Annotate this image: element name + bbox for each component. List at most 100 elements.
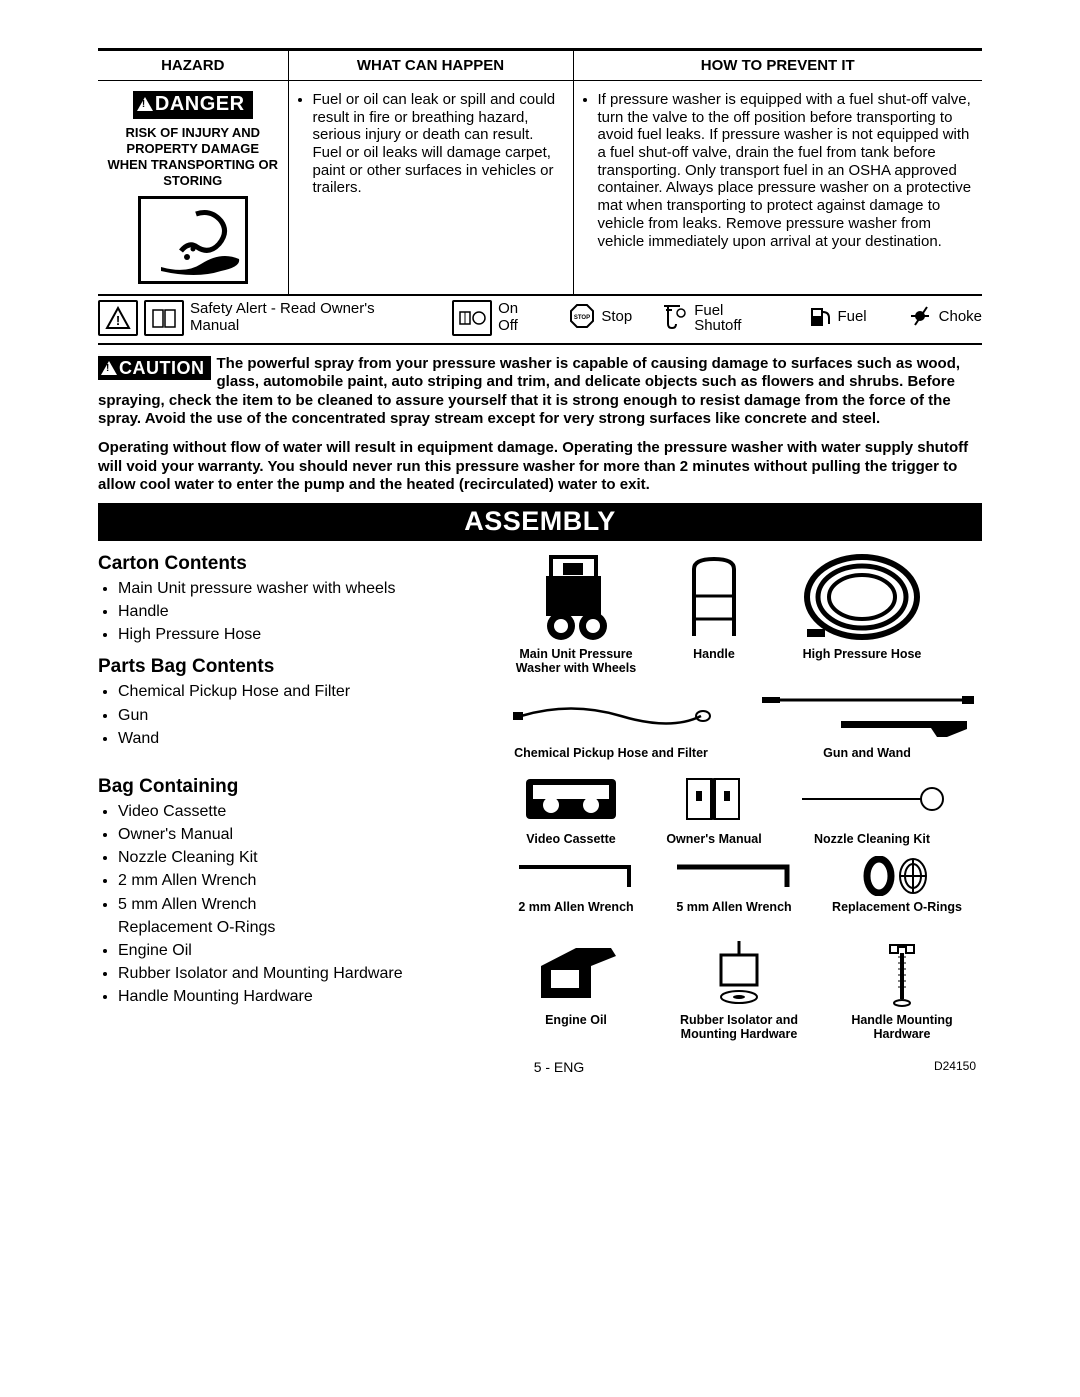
fuel-label: Fuel <box>837 309 866 326</box>
part-isolator: Rubber Isolator and Mounting Hardware <box>664 937 814 1042</box>
part-label: 5 mm Allen Wrench <box>676 900 791 914</box>
part-oil: Engine Oil <box>506 937 646 1042</box>
hazard-table: HAZARD WHAT CAN HAPPEN HOW TO PREVENT IT… <box>98 48 982 296</box>
list-item: Wand <box>118 727 498 750</box>
alert-triangle-icon: ! <box>98 300 138 336</box>
hose-icon <box>797 551 927 643</box>
list-item: 2 mm Allen Wrench <box>118 869 498 892</box>
fuelshutoff-label: FuelShutoff <box>694 303 741 333</box>
bag-section: Bag Containing Video Cassette Owner's Ma… <box>98 770 982 1042</box>
part-label: Handle <box>693 647 735 661</box>
caution-paragraph: CAUTION The powerful spray from your pre… <box>98 355 982 429</box>
part-label: Owner's Manual <box>666 832 761 846</box>
carton-heading: Carton Contents <box>98 553 498 575</box>
stop-label: Stop <box>601 309 632 326</box>
part-label: Main Unit Pressure Washer with Wheels <box>506 647 646 676</box>
handle-hardware-icon <box>872 937 932 1009</box>
part-chem: Chemical Pickup Hose and Filter <box>506 690 716 760</box>
list-item: Nozzle Cleaning Kit <box>118 846 498 869</box>
caution-text: The powerful spray from your pressure wa… <box>98 355 960 428</box>
list-item: High Pressure Hose <box>118 623 498 646</box>
what-text: Fuel or oil can leak or spill and could … <box>313 91 565 197</box>
list-item: Main Unit pressure washer with wheels <box>118 577 498 600</box>
nozzle-kit-icon <box>797 784 947 814</box>
chemical-hose-icon <box>511 696 711 736</box>
carton-section: Carton Contents Main Unit pressure washe… <box>98 547 982 760</box>
list-item: Handle <box>118 600 498 623</box>
list-item: Rubber Isolator and Mounting Hardware <box>118 962 498 985</box>
part-label: Engine Oil <box>545 1013 607 1027</box>
fuel-shutoff-icon <box>662 302 688 334</box>
manual-page: HAZARD WHAT CAN HAPPEN HOW TO PREVENT IT… <box>0 0 1080 1105</box>
part-allen5: 5 mm Allen Wrench <box>664 856 804 914</box>
onoff-label: On Off <box>498 301 539 334</box>
part-video: Video Cassette <box>506 770 636 846</box>
video-cassette-icon <box>521 771 621 826</box>
part-label: Replacement O-Rings <box>832 900 962 914</box>
what-header: WHAT CAN HAPPEN <box>288 50 573 81</box>
part-label: High Pressure Hose <box>803 647 922 661</box>
gun-icon <box>837 715 977 741</box>
bag-heading: Bag Containing <box>98 776 498 798</box>
svg-text:STOP: STOP <box>574 315 590 321</box>
danger-badge: DANGER <box>133 91 253 119</box>
allen-wrench-icon <box>511 859 641 893</box>
danger-label: DANGER <box>155 93 245 115</box>
allen-wrench-icon <box>669 859 799 893</box>
fuel-group: Fuel <box>807 302 866 334</box>
wand-icon <box>757 691 977 709</box>
handle-icon <box>679 551 749 643</box>
page-footer: 5 - ENG D24150 <box>98 1059 982 1075</box>
part-main-unit: Main Unit Pressure Washer with Wheels <box>506 551 646 676</box>
safety-alert-group: ! Safety Alert - Read Owner's Manual <box>98 300 418 336</box>
list-item: Chemical Pickup Hose and Filter <box>118 680 498 703</box>
part-label: Gun and Wand <box>823 746 911 760</box>
alert-triangle-icon <box>137 97 153 111</box>
assembly-heading: ASSEMBLY <box>98 503 982 541</box>
part-hose: High Pressure Hose <box>782 551 942 676</box>
onoff-icon <box>452 300 492 336</box>
manual-icon <box>144 300 184 336</box>
caution-badge: CAUTION <box>98 356 211 380</box>
isolator-icon <box>699 937 779 1009</box>
prevent-header: HOW TO PREVENT IT <box>573 50 982 81</box>
part-label: Nozzle Cleaning Kit <box>814 832 930 846</box>
hazard-header: HAZARD <box>98 50 288 81</box>
operating-paragraph: Operating without flow of water will res… <box>98 439 982 495</box>
part-nozzle: Nozzle Cleaning Kit <box>792 770 952 846</box>
part-label: Video Cassette <box>526 832 615 846</box>
choke-group: Choke <box>907 303 982 333</box>
onoff-group: On Off <box>452 300 539 336</box>
choke-label: Choke <box>939 309 982 326</box>
engine-oil-icon <box>521 938 631 1008</box>
part-handle: Handle <box>664 551 764 676</box>
caution-label: CAUTION <box>119 358 205 378</box>
partsbag-heading: Parts Bag Contents <box>98 656 498 678</box>
doc-id: D24150 <box>934 1059 976 1075</box>
what-cell: Fuel or oil can leak or spill and could … <box>288 81 573 295</box>
carton-list: Main Unit pressure washer with wheels Ha… <box>98 577 498 647</box>
pressure-washer-icon <box>521 551 631 643</box>
part-orings: Replacement O-Rings <box>822 856 972 914</box>
part-label: Handle Mounting Hardware <box>832 1013 972 1042</box>
safety-alert-label: Safety Alert - Read Owner's Manual <box>190 301 418 334</box>
alert-triangle-icon <box>101 361 117 375</box>
icon-strip: ! Safety Alert - Read Owner's Manual On … <box>98 296 982 345</box>
list-item: Engine Oil <box>118 939 498 962</box>
fuelshutoff-group: FuelShutoff <box>662 302 741 334</box>
list-item: Owner's Manual <box>118 823 498 846</box>
prevent-text: If pressure washer is equipped with a fu… <box>598 91 975 250</box>
part-manual: Owner's Manual <box>654 770 774 846</box>
choke-icon <box>907 303 933 333</box>
part-label: Rubber Isolator and Mounting Hardware <box>664 1013 814 1042</box>
list-item: Handle Mounting Hardware <box>118 985 498 1008</box>
partsbag-list: Chemical Pickup Hose and Filter Gun Wand <box>98 680 498 750</box>
fuel-pump-icon <box>807 302 831 334</box>
part-allen2: 2 mm Allen Wrench <box>506 856 646 914</box>
part-label: Chemical Pickup Hose and Filter <box>514 746 708 760</box>
part-label: 2 mm Allen Wrench <box>518 900 633 914</box>
spill-icon <box>138 196 248 284</box>
prevent-cell: If pressure washer is equipped with a fu… <box>573 81 982 295</box>
svg-text:!: ! <box>116 313 120 328</box>
list-item: 5 mm Allen Wrench Replacement O-Rings <box>118 893 498 939</box>
